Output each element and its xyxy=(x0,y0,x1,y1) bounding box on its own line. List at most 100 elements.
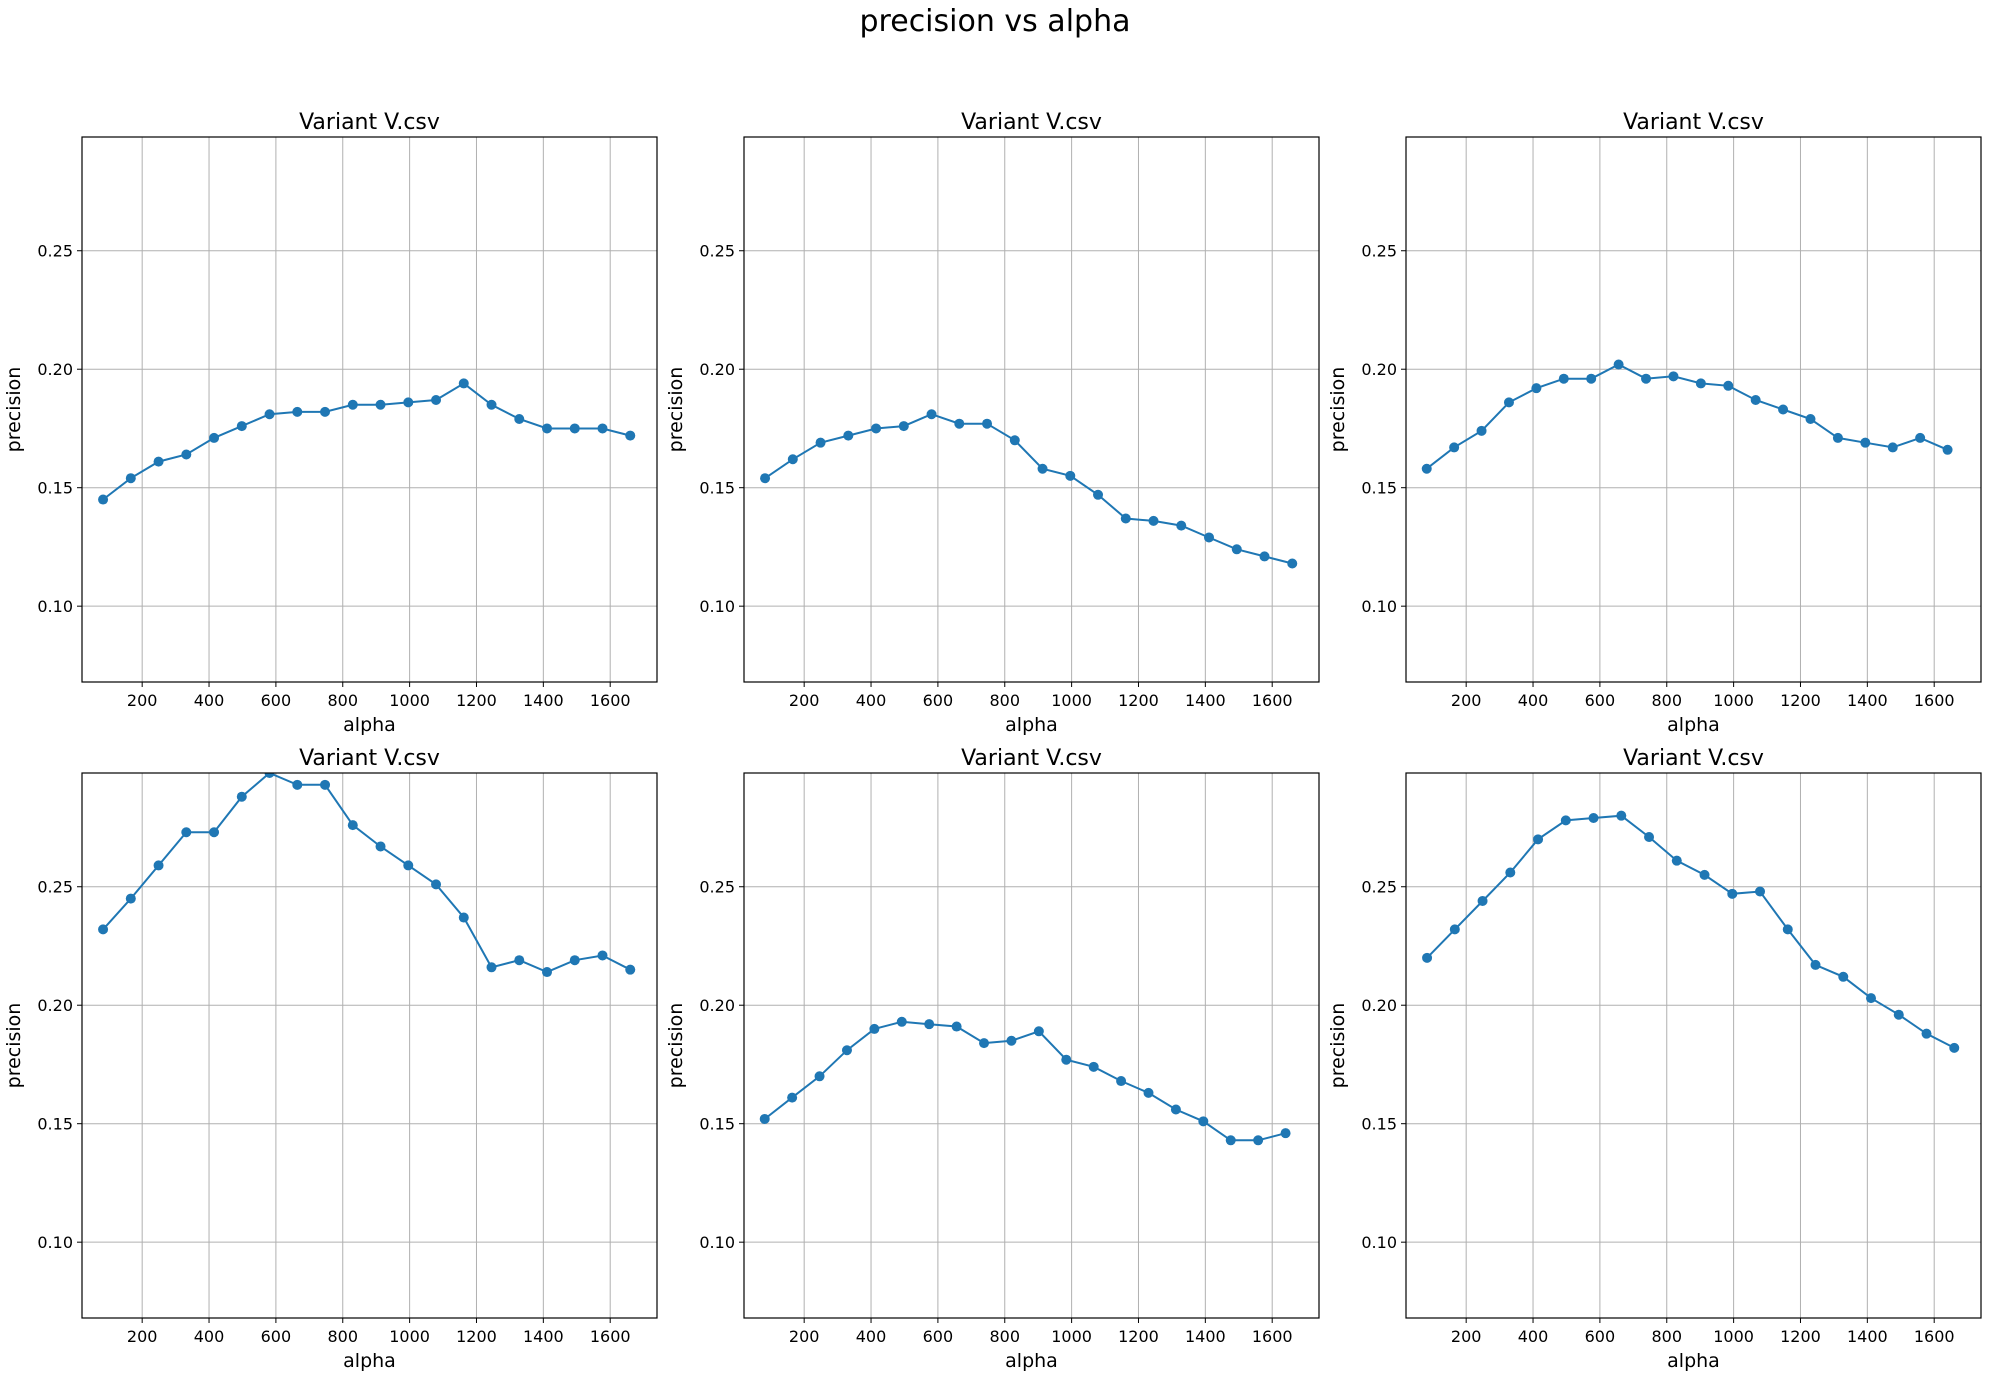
chart-5-x-tick-label: 400 xyxy=(856,1327,887,1346)
chart-3-y-axis-label: precision xyxy=(1327,367,1349,453)
chart-6-data-point xyxy=(1921,1028,1932,1039)
chart-6-axes-frame xyxy=(1405,772,1982,1319)
chart-2-data-point xyxy=(926,409,937,420)
chart-2: 200 400 600 800 1000 1200 1400 1600 0.10 0.15 0.20… xyxy=(665,110,1320,736)
chart-1-y-tick-label: 0.15 xyxy=(37,479,73,498)
chart-6-data-point xyxy=(1810,959,1821,970)
chart-1-data-point xyxy=(542,423,553,434)
chart-4-data-point xyxy=(125,893,136,904)
chart-6-series-line xyxy=(1426,814,1955,1049)
chart-4-data-point xyxy=(542,967,553,978)
chart-6-x-tick-label: 1600 xyxy=(1914,1327,1955,1346)
chart-5-title: Variant V.csv xyxy=(961,746,1102,771)
chart-2-y-axis-label: precision xyxy=(665,367,687,453)
chart-1: 200 400 600 800 1000 1200 1400 1600 0.10 0.15 0.20… xyxy=(3,110,658,736)
chart-2-data-point xyxy=(1009,435,1020,446)
chart-6-data-point xyxy=(1449,924,1460,935)
chart-1-data-point xyxy=(125,473,136,484)
chart-3-data-point xyxy=(1805,413,1816,424)
chart-1-data-point xyxy=(98,494,109,505)
chart-6-x-tick-label: 800 xyxy=(1651,1327,1682,1346)
chart-6-data-point xyxy=(1560,815,1571,826)
chart-5-axes-frame xyxy=(743,772,1320,1319)
chart-2-data-point xyxy=(1176,520,1187,531)
chart-2-data-point xyxy=(815,437,826,448)
chart-3-data-point xyxy=(1586,373,1597,384)
chart-4-data-point xyxy=(98,924,109,935)
chart-6-x-tick-label: 400 xyxy=(1518,1327,1549,1346)
chart-6-data-point xyxy=(1422,952,1433,963)
chart-6-y-tick-label: 0.15 xyxy=(1361,1115,1397,1134)
chart-2-data-point xyxy=(787,454,798,465)
chart-2-x-tick-label: 200 xyxy=(789,691,820,710)
chart-5-x-axis-label: alpha xyxy=(1005,1350,1058,1372)
chart-1-data-point xyxy=(320,406,331,417)
chart-3-y-tick-label: 0.15 xyxy=(1361,479,1397,498)
chart-4-data-point xyxy=(569,955,580,966)
chart-2-x-tick-label: 1400 xyxy=(1185,691,1226,710)
chart-1-x-tick-label: 1400 xyxy=(523,691,564,710)
chart-6-data-point xyxy=(1755,886,1766,897)
chart-5-y-tick-label: 0.10 xyxy=(699,1233,735,1252)
chart-5-y-tick-label: 0.15 xyxy=(699,1115,735,1134)
chart-1-x-tick-label: 1200 xyxy=(456,691,497,710)
chart-6-data-point xyxy=(1533,834,1544,845)
chart-3-data-point xyxy=(1915,432,1926,443)
chart-2-data-point xyxy=(1231,544,1242,555)
chart-5-data-point xyxy=(814,1071,825,1082)
chart-1-data-point xyxy=(153,456,164,467)
chart-5-data-point xyxy=(924,1019,935,1030)
chart-6-data-point xyxy=(1477,895,1488,906)
subplot-grid: 200 400 600 800 1000 1200 1400 1600 0.10 0.15 0.20… xyxy=(3,110,1982,1372)
chart-3-y-tick-label: 0.20 xyxy=(1361,360,1397,379)
chart-2-y-tick-label: 0.20 xyxy=(699,360,735,379)
chart-4-y-tick-label: 0.20 xyxy=(37,996,73,1015)
chart-5-y-tick-label: 0.25 xyxy=(699,878,735,897)
chart-4-data-point xyxy=(236,791,247,802)
chart-5-data-point xyxy=(759,1113,770,1124)
chart-3-x-tick-label: 600 xyxy=(1585,691,1616,710)
chart-6-data-point xyxy=(1616,810,1627,821)
chart-4-x-tick-label: 1200 xyxy=(456,1327,497,1346)
chart-3: 200 400 600 800 1000 1200 1400 1600 0.10 0.15 0.20… xyxy=(1327,110,1982,736)
chart-6-data-point xyxy=(1838,971,1849,982)
chart-1-y-tick-label: 0.20 xyxy=(37,360,73,379)
chart-1-data-point xyxy=(347,399,358,410)
chart-3-data-point xyxy=(1832,432,1843,443)
chart-2-x-tick-label: 600 xyxy=(923,691,954,710)
chart-2-data-point xyxy=(1065,470,1076,481)
chart-6-data-point xyxy=(1782,924,1793,935)
chart-4-data-point xyxy=(403,860,414,871)
chart-4-data-point xyxy=(347,820,358,831)
chart-3-data-point xyxy=(1421,463,1432,474)
chart-6-data-point xyxy=(1644,831,1655,842)
chart-1-data-point xyxy=(597,423,608,434)
chart-5-data-point xyxy=(841,1045,852,1056)
chart-4-data-point xyxy=(375,841,386,852)
chart-1-x-tick-label: 800 xyxy=(327,691,358,710)
chart-2-x-axis-label: alpha xyxy=(1005,714,1058,736)
chart-1-data-point xyxy=(625,430,636,441)
chart-2-data-point xyxy=(760,473,771,484)
chart-4-data-point xyxy=(181,827,192,838)
chart-1-x-tick-label: 600 xyxy=(261,691,292,710)
chart-5-data-point xyxy=(787,1092,798,1103)
chart-4-x-tick-label: 1400 xyxy=(523,1327,564,1346)
chart-1-y-tick-label: 0.25 xyxy=(37,242,73,261)
chart-2-data-point xyxy=(1037,463,1048,474)
chart-6-title: Variant V.csv xyxy=(1623,746,1764,771)
chart-1-x-tick-label: 400 xyxy=(194,691,225,710)
chart-3-data-point xyxy=(1558,373,1569,384)
chart-4-data-point xyxy=(264,773,275,778)
chart-5-x-tick-label: 200 xyxy=(789,1327,820,1346)
chart-4-x-tick-label: 1600 xyxy=(590,1327,631,1346)
chart-2-x-tick-label: 1600 xyxy=(1252,691,1293,710)
chart-4-y-axis-label: precision xyxy=(3,1003,25,1089)
chart-6-data-point xyxy=(1949,1042,1960,1053)
chart-5-data-point xyxy=(1006,1035,1017,1046)
chart-1-x-axis-label: alpha xyxy=(343,714,396,736)
chart-6-data-point xyxy=(1893,1009,1904,1020)
chart-1-data-point xyxy=(292,406,303,417)
chart-4: 200 400 600 800 1000 1200 1400 1600 0.10 0.15 0.20… xyxy=(3,746,658,1372)
chart-4-data-point xyxy=(514,955,525,966)
